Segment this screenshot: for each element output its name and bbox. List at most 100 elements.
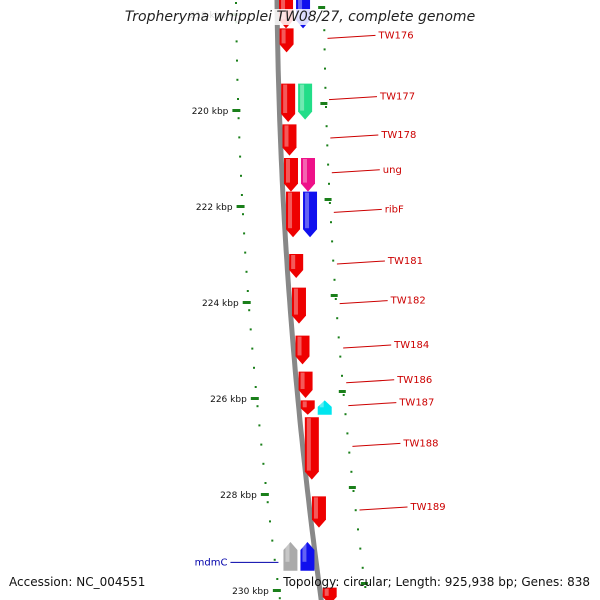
- gene-leader-line: [348, 402, 397, 407]
- tick-dot: [235, 40, 238, 43]
- gene-label: mdmC: [195, 557, 228, 568]
- tick-dot: [264, 482, 267, 484]
- gene-arrow[interactable]: [303, 191, 318, 238]
- gene-arrow[interactable]: [281, 83, 296, 122]
- tick-dot: [354, 509, 357, 512]
- gene-arrow[interactable]: [304, 417, 319, 480]
- major-tick: [260, 493, 269, 496]
- gene-arrow[interactable]: [283, 542, 298, 571]
- gene-arrow[interactable]: [282, 124, 297, 156]
- gene-leader-line: [330, 134, 379, 139]
- tick-dot: [256, 405, 259, 408]
- tick-label: 220 kbp: [192, 107, 229, 117]
- genome-title: Tropheryma whipplei TW08/27, complete ge…: [0, 9, 600, 25]
- gene-label: TW177: [379, 92, 415, 103]
- tick-dot: [341, 374, 343, 377]
- tick-dot: [323, 48, 326, 51]
- gene-leader-line: [346, 379, 395, 384]
- tick-dot: [344, 413, 347, 416]
- gene-label: TW176: [378, 30, 414, 41]
- gene-leader-line: [359, 506, 408, 511]
- gene-labels: TW176 TW177 TW178 ung ribF TW181 TW182 TW184 TW1…: [195, 30, 446, 568]
- tick-dot: [361, 566, 364, 569]
- tick-dot: [348, 451, 351, 454]
- gene-highlight: [306, 418, 311, 471]
- gene-highlight: [300, 372, 305, 389]
- gene-arrow[interactable]: [300, 400, 315, 415]
- tick-dot: [236, 59, 238, 62]
- gene-highlight: [305, 192, 310, 229]
- tick-dot: [350, 470, 353, 473]
- gene-highlight: [297, 336, 302, 356]
- gene-highlight: [302, 159, 307, 183]
- accession-text: Accession: NC_004551: [9, 575, 146, 589]
- gene-highlight: [291, 255, 296, 269]
- gene-arrow[interactable]: [295, 335, 310, 365]
- gene-arrow[interactable]: [291, 287, 306, 324]
- gene-arrow[interactable]: [283, 158, 298, 192]
- right-tick-dots: [323, 10, 367, 588]
- tick-dot: [327, 163, 330, 166]
- tick-dot: [328, 202, 331, 204]
- tick-dot: [278, 597, 281, 600]
- gene-highlight: [284, 125, 289, 147]
- tick-dot: [262, 462, 265, 465]
- gene-label: ung: [383, 165, 402, 176]
- tick-dot: [346, 432, 349, 435]
- tick-dot: [339, 355, 342, 358]
- gene-highlight: [319, 401, 324, 408]
- gene-highlight: [281, 29, 286, 44]
- gene-label: TW184: [393, 340, 429, 351]
- gene-arrow[interactable]: [279, 28, 294, 53]
- tick-dot: [238, 136, 241, 139]
- gene-leader-line: [343, 344, 392, 349]
- gene-arrow[interactable]: [311, 496, 326, 528]
- gene-arrow[interactable]: [300, 158, 315, 192]
- tick-dot: [337, 336, 340, 339]
- major-tick: [320, 102, 328, 105]
- left-tick-dots: [235, 2, 281, 600]
- tick-label: 224 kbp: [202, 299, 239, 309]
- tick-dot: [266, 501, 269, 504]
- tick-dot: [244, 251, 247, 254]
- tick-dot: [364, 586, 367, 588]
- tick-dot: [273, 558, 276, 561]
- gene-track: [279, 0, 337, 600]
- tick-dot: [260, 443, 263, 446]
- gene-arrow[interactable]: [298, 83, 313, 120]
- gene-highlight: [285, 159, 290, 183]
- gene-arrow[interactable]: [322, 587, 337, 600]
- tick-dot: [359, 547, 362, 550]
- gene-arrow[interactable]: [298, 371, 313, 398]
- tick-dot: [237, 98, 239, 100]
- gene-arrow[interactable]: [300, 542, 315, 571]
- major-tick: [236, 205, 245, 208]
- tick-dot: [239, 155, 242, 158]
- gene-label: TW187: [398, 398, 434, 409]
- tick-dot: [240, 174, 242, 177]
- gene-label: TW186: [396, 375, 432, 386]
- tick-dot: [245, 270, 248, 273]
- gene-label: TW182: [390, 296, 426, 307]
- tick-dot: [243, 232, 246, 235]
- tick-dot: [276, 578, 279, 580]
- gene-leader-line: [352, 442, 401, 447]
- tick-dot: [254, 386, 257, 388]
- tick-dot: [328, 182, 330, 185]
- tick-dot: [253, 366, 255, 369]
- major-tick: [242, 301, 251, 304]
- tick-dot: [269, 520, 271, 523]
- major-tick: [318, 6, 326, 9]
- tick-label: 228 kbp: [220, 491, 257, 501]
- tick-dot: [251, 347, 254, 350]
- tick-dot: [258, 424, 261, 427]
- gene-highlight: [324, 588, 329, 596]
- gene-highlight: [288, 192, 293, 229]
- gene-arrow[interactable]: [317, 400, 332, 415]
- tick-dot: [325, 106, 327, 108]
- gene-arrow[interactable]: [289, 254, 304, 278]
- tick-dot: [248, 309, 251, 312]
- gene-arrow[interactable]: [286, 191, 301, 238]
- tick-label: 222 kbp: [196, 203, 233, 213]
- tick-dot: [242, 213, 244, 216]
